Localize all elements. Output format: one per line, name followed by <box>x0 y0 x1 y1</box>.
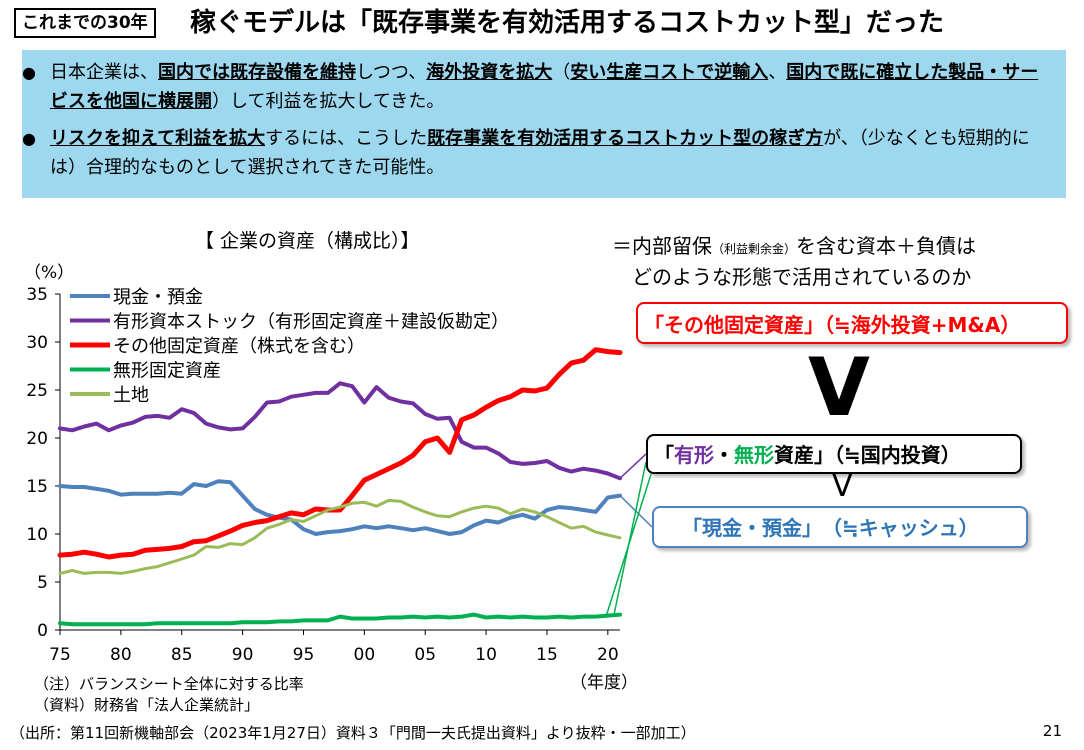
x-tick-label: 80 <box>110 645 132 665</box>
bullet-2-segment-2: 既存事業を有効活用するコストカット型の稼ぎ方 <box>427 128 824 149</box>
cash-deposits-box: 「現金・預金」 （≒キャッシュ） <box>652 506 1028 548</box>
series-line-intangible <box>58 612 622 627</box>
line1-small: （利益剰余金） <box>712 242 797 256</box>
right-explanation: ＝内部留保（利益剰余金）を含む資本＋負債は どのような形態で活用されているのか <box>612 232 976 291</box>
section-tag: これまでの30年 <box>14 8 156 38</box>
bullet-1-segment-2: しつつ、 <box>356 62 427 83</box>
x-tick-label: 00 <box>354 645 376 665</box>
legend-label-tangible: 有形資本ストック（有形固定資産＋建設仮勘定） <box>113 312 509 333</box>
x-tick-label: 85 <box>171 645 193 665</box>
bullet-1-segment-3: 海外投資を拡大 <box>426 62 553 83</box>
greater-than-symbol: V <box>808 341 870 434</box>
y-tick-label: 0 <box>37 621 48 641</box>
x-tick-label: 10 <box>475 645 497 665</box>
bullet-dot-icon: ● <box>22 129 36 148</box>
series-line-other <box>57 347 623 560</box>
connector-tangible <box>619 453 647 479</box>
y-tick-label: 25 <box>26 381 48 401</box>
y-tick-label: 5 <box>37 573 48 593</box>
note-source-data: （資料）財務省「法人企業統計」 <box>34 696 260 714</box>
box2-rest: 資産」（≒国内投資） <box>774 443 961 467</box>
chart-title: 【 企業の資産（構成比）】 <box>195 230 420 252</box>
legend-label-cash: 現金・預金 <box>113 287 203 308</box>
x-tick-label: 05 <box>414 645 436 665</box>
y-axis-unit: （%） <box>24 263 75 283</box>
other-fixed-assets-box: 「その他固定資産」（≒海外投資+M&A） <box>636 302 1068 344</box>
line1-b: を含む資本＋負債は <box>796 234 977 258</box>
x-tick-label: 20 <box>597 645 619 665</box>
right-explanation-line2: どのような形態で活用されているのか <box>632 265 972 289</box>
y-tick-label: 30 <box>26 333 48 353</box>
bullet-2-text: リスクを抑えて利益を拡大するには、こうした既存事業を有効活用するコストカット型の… <box>50 128 1030 178</box>
right-explanation-line1: ＝内部留保（利益剰余金）を含む資本＋負債は <box>612 232 976 263</box>
summary-bullet-2: ● リスクを抑えて利益を拡大するには、こうした既存事業を有効活用するコストカット… <box>22 124 1050 182</box>
bullet-1-segment-0: 日本企業は、 <box>50 62 158 83</box>
x-axis-unit: （年度） <box>570 673 638 693</box>
y-tick-label: 10 <box>26 525 48 545</box>
y-tick-label: 20 <box>26 429 48 449</box>
page-title: 稼ぐモデルは「既存事業を有効活用するコストカット型」だった <box>190 8 945 38</box>
line1-a: ＝内部留保 <box>612 234 712 258</box>
x-tick-label: 15 <box>536 645 558 665</box>
bullet-1-segment-6: 、 <box>768 62 787 83</box>
bullet-2-segment-0: リスクを抑えて利益を拡大 <box>50 128 266 149</box>
box2-dot: ・ <box>714 443 734 467</box>
bullet-2-segment-1: するには、こうした <box>265 128 428 149</box>
box2-open: 「 <box>654 443 674 467</box>
y-tick-label: 35 <box>26 285 48 305</box>
source-citation: （出所：第11回新機軸部会（2023年1月27日）資料３「門間一夫氏提出資料」よ… <box>10 724 696 742</box>
connector-cash <box>619 495 653 528</box>
summary-bullet-1: ● 日本企業は、国内では既存設備を維持しつつ、海外投資を拡大（安い生産コストで逆… <box>22 58 1050 116</box>
page-number: 21 <box>1042 722 1062 740</box>
x-tick-label: 75 <box>49 645 71 665</box>
greater-than-symbol-small: V <box>832 469 853 504</box>
x-tick-label: 95 <box>293 645 315 665</box>
connector-intangible-2 <box>605 467 654 617</box>
note-ratio: （注）バランスシート全体に対する比率 <box>34 675 304 693</box>
legend-label-other: その他固定資産（株式を含む） <box>113 336 365 357</box>
bullet-2-segment-3: が、（少なくとも短期的には）合理的なものとして選択されてきた可能性。 <box>50 128 1030 178</box>
series-line-cash <box>58 479 622 536</box>
x-tick-label: 90 <box>232 645 254 665</box>
bullet-1-segment-5: 安い生産コストで逆輸入 <box>570 62 769 83</box>
series-line-tangible <box>58 381 622 481</box>
bullet-1-segment-1: 国内では既存設備を維持 <box>158 62 356 83</box>
bullet-1-segment-7: 国内で既に確立した製品・サービスを他国に横展開 <box>50 62 1039 112</box>
legend-label-land: 土地 <box>113 385 149 406</box>
bullet-1-segment-4: （ <box>552 62 571 83</box>
series-line-land <box>58 498 622 575</box>
legend-label-intangible: 無形固定資産 <box>113 361 221 382</box>
bullet-1-segment-8: ）して利益を拡大してきた。 <box>212 91 445 112</box>
bullet-dot-icon: ● <box>22 63 36 82</box>
connector-intangible <box>613 461 647 615</box>
y-tick-label: 15 <box>26 477 48 497</box>
box2-intangible: 無形 <box>734 443 774 467</box>
tangible-intangible-box: 「有形・無形資産」（≒国内投資） <box>646 434 1022 474</box>
summary-panel <box>22 50 1066 198</box>
bullet-1-text: 日本企業は、国内では既存設備を維持しつつ、海外投資を拡大（安い生産コストで逆輸入… <box>50 62 1038 112</box>
box2-tangible: 有形 <box>674 443 714 467</box>
